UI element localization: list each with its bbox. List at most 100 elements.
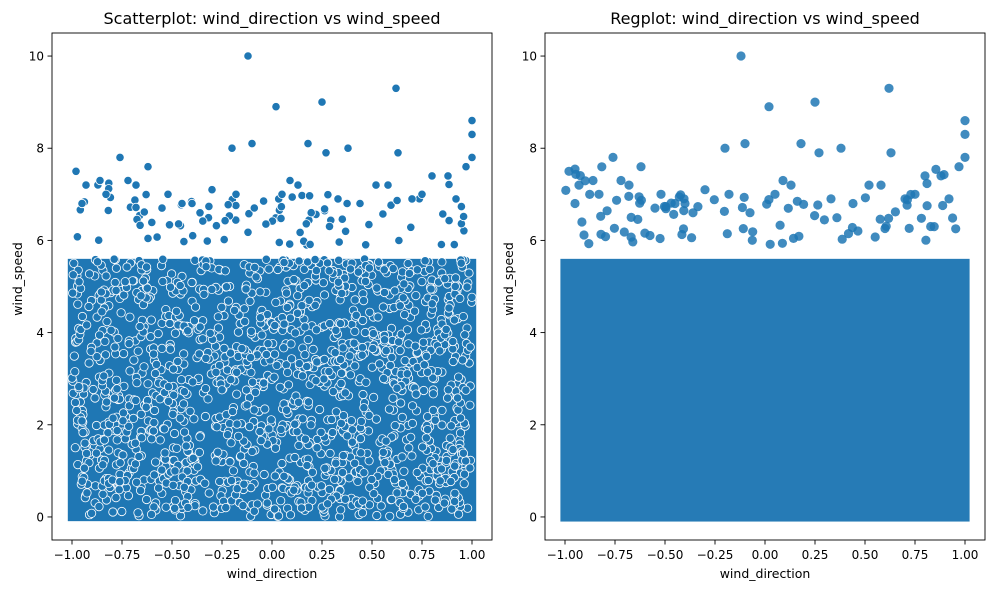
data-point [211, 367, 221, 377]
data-point [98, 460, 108, 470]
data-point [379, 265, 389, 275]
data-point [890, 207, 901, 217]
data-point [597, 162, 607, 172]
data-point [452, 393, 463, 403]
data-point [351, 310, 361, 320]
y-axis-label: wind_speed [501, 242, 516, 316]
data-point [300, 322, 310, 332]
data-point [437, 405, 447, 415]
x-tick-label: 0.25 [309, 548, 336, 562]
data-point [91, 448, 102, 458]
data-point [187, 198, 197, 209]
data-point [788, 233, 799, 243]
data-point [176, 375, 186, 385]
data-point [379, 373, 389, 384]
data-point [378, 302, 388, 312]
data-point [316, 427, 326, 437]
data-point [92, 257, 103, 267]
data-point [281, 288, 292, 298]
data-point [467, 292, 477, 302]
data-point [355, 198, 365, 209]
data-point [250, 262, 260, 272]
data-point [342, 431, 352, 441]
data-point [98, 489, 108, 499]
data-point [232, 419, 242, 429]
data-point [442, 393, 453, 403]
data-point [143, 379, 153, 389]
data-point [123, 175, 133, 186]
data-point [143, 233, 153, 243]
data-point [428, 459, 438, 469]
data-point [944, 194, 954, 204]
data-point [650, 203, 660, 213]
data-point [394, 337, 404, 347]
data-point [279, 343, 289, 353]
data-point [82, 488, 92, 498]
data-point [876, 180, 886, 190]
data-point [410, 341, 420, 351]
x-tick-label: 0.75 [409, 548, 436, 562]
data-point [310, 255, 320, 265]
x-tick-label: −1.00 [547, 548, 584, 562]
data-point [133, 346, 143, 356]
data-point [448, 356, 458, 367]
data-point [395, 301, 405, 311]
data-point [423, 511, 433, 522]
data-point [163, 189, 173, 199]
data-point [149, 405, 160, 416]
data-point [444, 303, 454, 313]
data-point [381, 346, 391, 356]
data-point [383, 469, 393, 479]
data-point [397, 452, 407, 462]
data-point [407, 401, 418, 411]
data-point [353, 476, 363, 486]
data-point [303, 334, 313, 345]
data-point [441, 324, 451, 334]
data-point [125, 312, 135, 322]
data-point [335, 354, 346, 365]
data-point [78, 427, 88, 438]
data-point [345, 351, 355, 361]
data-point [443, 385, 453, 395]
data-point [409, 306, 420, 316]
data-point [740, 139, 750, 149]
data-point [709, 195, 719, 205]
data-point [219, 343, 229, 353]
data-point [282, 302, 292, 313]
data-point [277, 189, 287, 199]
data-point [163, 396, 174, 406]
data-point [281, 405, 292, 415]
data-point [149, 349, 159, 359]
data-point [243, 227, 253, 237]
data-point [455, 428, 466, 438]
data-point [270, 443, 281, 453]
data-point [427, 171, 437, 181]
data-point [132, 477, 142, 487]
data-point [678, 224, 689, 234]
data-point [68, 270, 78, 280]
data-point [111, 375, 122, 385]
data-point [270, 320, 280, 331]
data-point [337, 288, 347, 298]
data-point [372, 283, 382, 293]
data-point [814, 148, 824, 158]
data-point [596, 211, 606, 221]
data-point [146, 509, 157, 520]
y-tick-label: 8 [529, 142, 537, 156]
data-point [655, 233, 665, 244]
data-point [99, 435, 110, 445]
data-point [368, 392, 379, 402]
data-point [308, 344, 318, 354]
data-point [722, 229, 732, 239]
data-point [215, 476, 225, 487]
data-point [836, 143, 846, 153]
data-point [104, 445, 114, 455]
data-point [147, 434, 157, 444]
data-point [70, 443, 80, 453]
data-point [951, 224, 961, 234]
data-point [149, 470, 159, 480]
data-point [201, 262, 211, 272]
data-point [464, 268, 474, 278]
data-point [745, 208, 755, 218]
data-point [394, 235, 404, 246]
